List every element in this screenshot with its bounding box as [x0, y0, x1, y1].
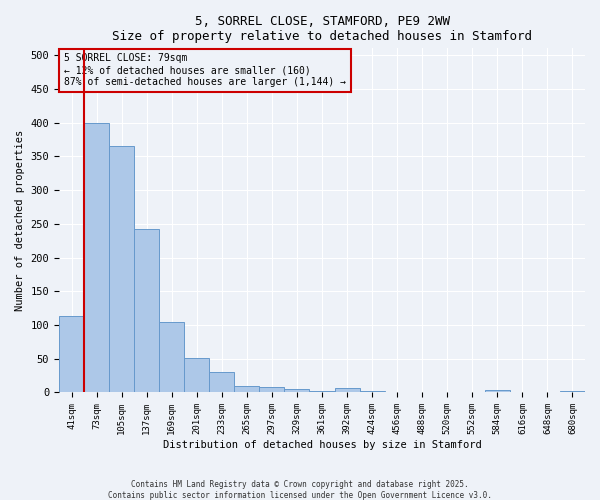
Bar	[335, 388, 359, 392]
Bar	[310, 391, 335, 392]
Bar	[359, 391, 385, 392]
Bar	[184, 358, 209, 392]
Y-axis label: Number of detached properties: Number of detached properties	[15, 130, 25, 311]
Bar	[560, 391, 585, 392]
Bar	[84, 122, 109, 392]
Text: Contains HM Land Registry data © Crown copyright and database right 2025.
Contai: Contains HM Land Registry data © Crown c…	[108, 480, 492, 500]
Bar	[134, 228, 159, 392]
Bar	[485, 390, 510, 392]
Bar	[109, 146, 134, 392]
Bar	[209, 372, 235, 392]
Bar	[284, 389, 310, 392]
Text: 5 SORREL CLOSE: 79sqm
← 12% of detached houses are smaller (160)
87% of semi-det: 5 SORREL CLOSE: 79sqm ← 12% of detached …	[64, 54, 346, 86]
Title: 5, SORREL CLOSE, STAMFORD, PE9 2WW
Size of property relative to detached houses : 5, SORREL CLOSE, STAMFORD, PE9 2WW Size …	[112, 15, 532, 43]
X-axis label: Distribution of detached houses by size in Stamford: Distribution of detached houses by size …	[163, 440, 481, 450]
Bar	[59, 316, 84, 392]
Bar	[235, 386, 259, 392]
Bar	[259, 387, 284, 392]
Bar	[159, 322, 184, 392]
